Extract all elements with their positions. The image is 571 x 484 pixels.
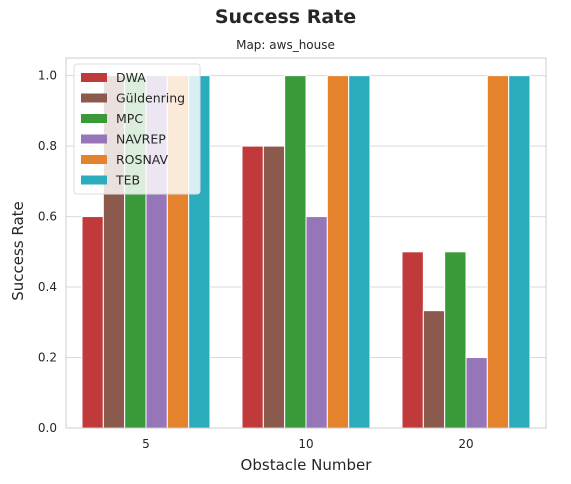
y-tick-label: 0.4	[38, 280, 57, 294]
legend-swatch	[81, 114, 107, 123]
legend-swatch	[81, 134, 107, 144]
legend-label: Güldenring	[116, 91, 185, 106]
bar	[326, 75, 350, 429]
x-tick-label: 5	[142, 437, 150, 451]
bar	[305, 216, 328, 429]
bar	[241, 145, 264, 429]
legend-label: TEB	[115, 173, 140, 188]
legend: DWA Güldenring MPC NAVREP ROSNAV TEB	[73, 63, 201, 195]
x-tick-label: 20	[458, 437, 473, 451]
legend-swatch	[81, 93, 107, 103]
plot-frame	[65, 57, 547, 429]
x-tick-label: 10	[298, 437, 313, 451]
y-tick-label: 0.6	[38, 210, 57, 224]
legend-label: ROSNAV	[116, 152, 169, 167]
y-tick-label: 0.2	[38, 351, 57, 365]
legend-label: DWA	[116, 70, 146, 85]
x-tick-labels: 5 10 20	[142, 437, 473, 451]
bar	[262, 145, 286, 429]
x-axis-label: Obstacle Number	[240, 456, 372, 474]
legend-swatch	[81, 175, 107, 185]
chart-subtitle: Map: aws_house	[236, 38, 335, 52]
y-tick-label: 0.8	[38, 139, 57, 153]
bar	[422, 310, 446, 429]
chart-title: Success Rate	[214, 6, 357, 28]
legend-label: MPC	[116, 111, 143, 126]
bar	[81, 216, 104, 429]
bar	[348, 75, 371, 429]
bar	[401, 251, 424, 429]
y-tick-labels: 0.0 0.2 0.4 0.6 0.8 1.0	[38, 69, 57, 435]
bar	[444, 251, 467, 429]
y-tick-label: 1.0	[38, 69, 57, 83]
bar	[508, 75, 531, 429]
bar	[284, 75, 307, 429]
y-tick-label: 0.0	[38, 421, 57, 435]
y-axis-label: Success Rate	[9, 201, 27, 301]
legend-label: NAVREP	[116, 132, 166, 147]
bar	[486, 75, 510, 429]
bar	[465, 357, 488, 429]
legend-swatch	[81, 73, 107, 82]
legend-swatch	[81, 155, 107, 164]
plot-border	[65, 57, 547, 429]
